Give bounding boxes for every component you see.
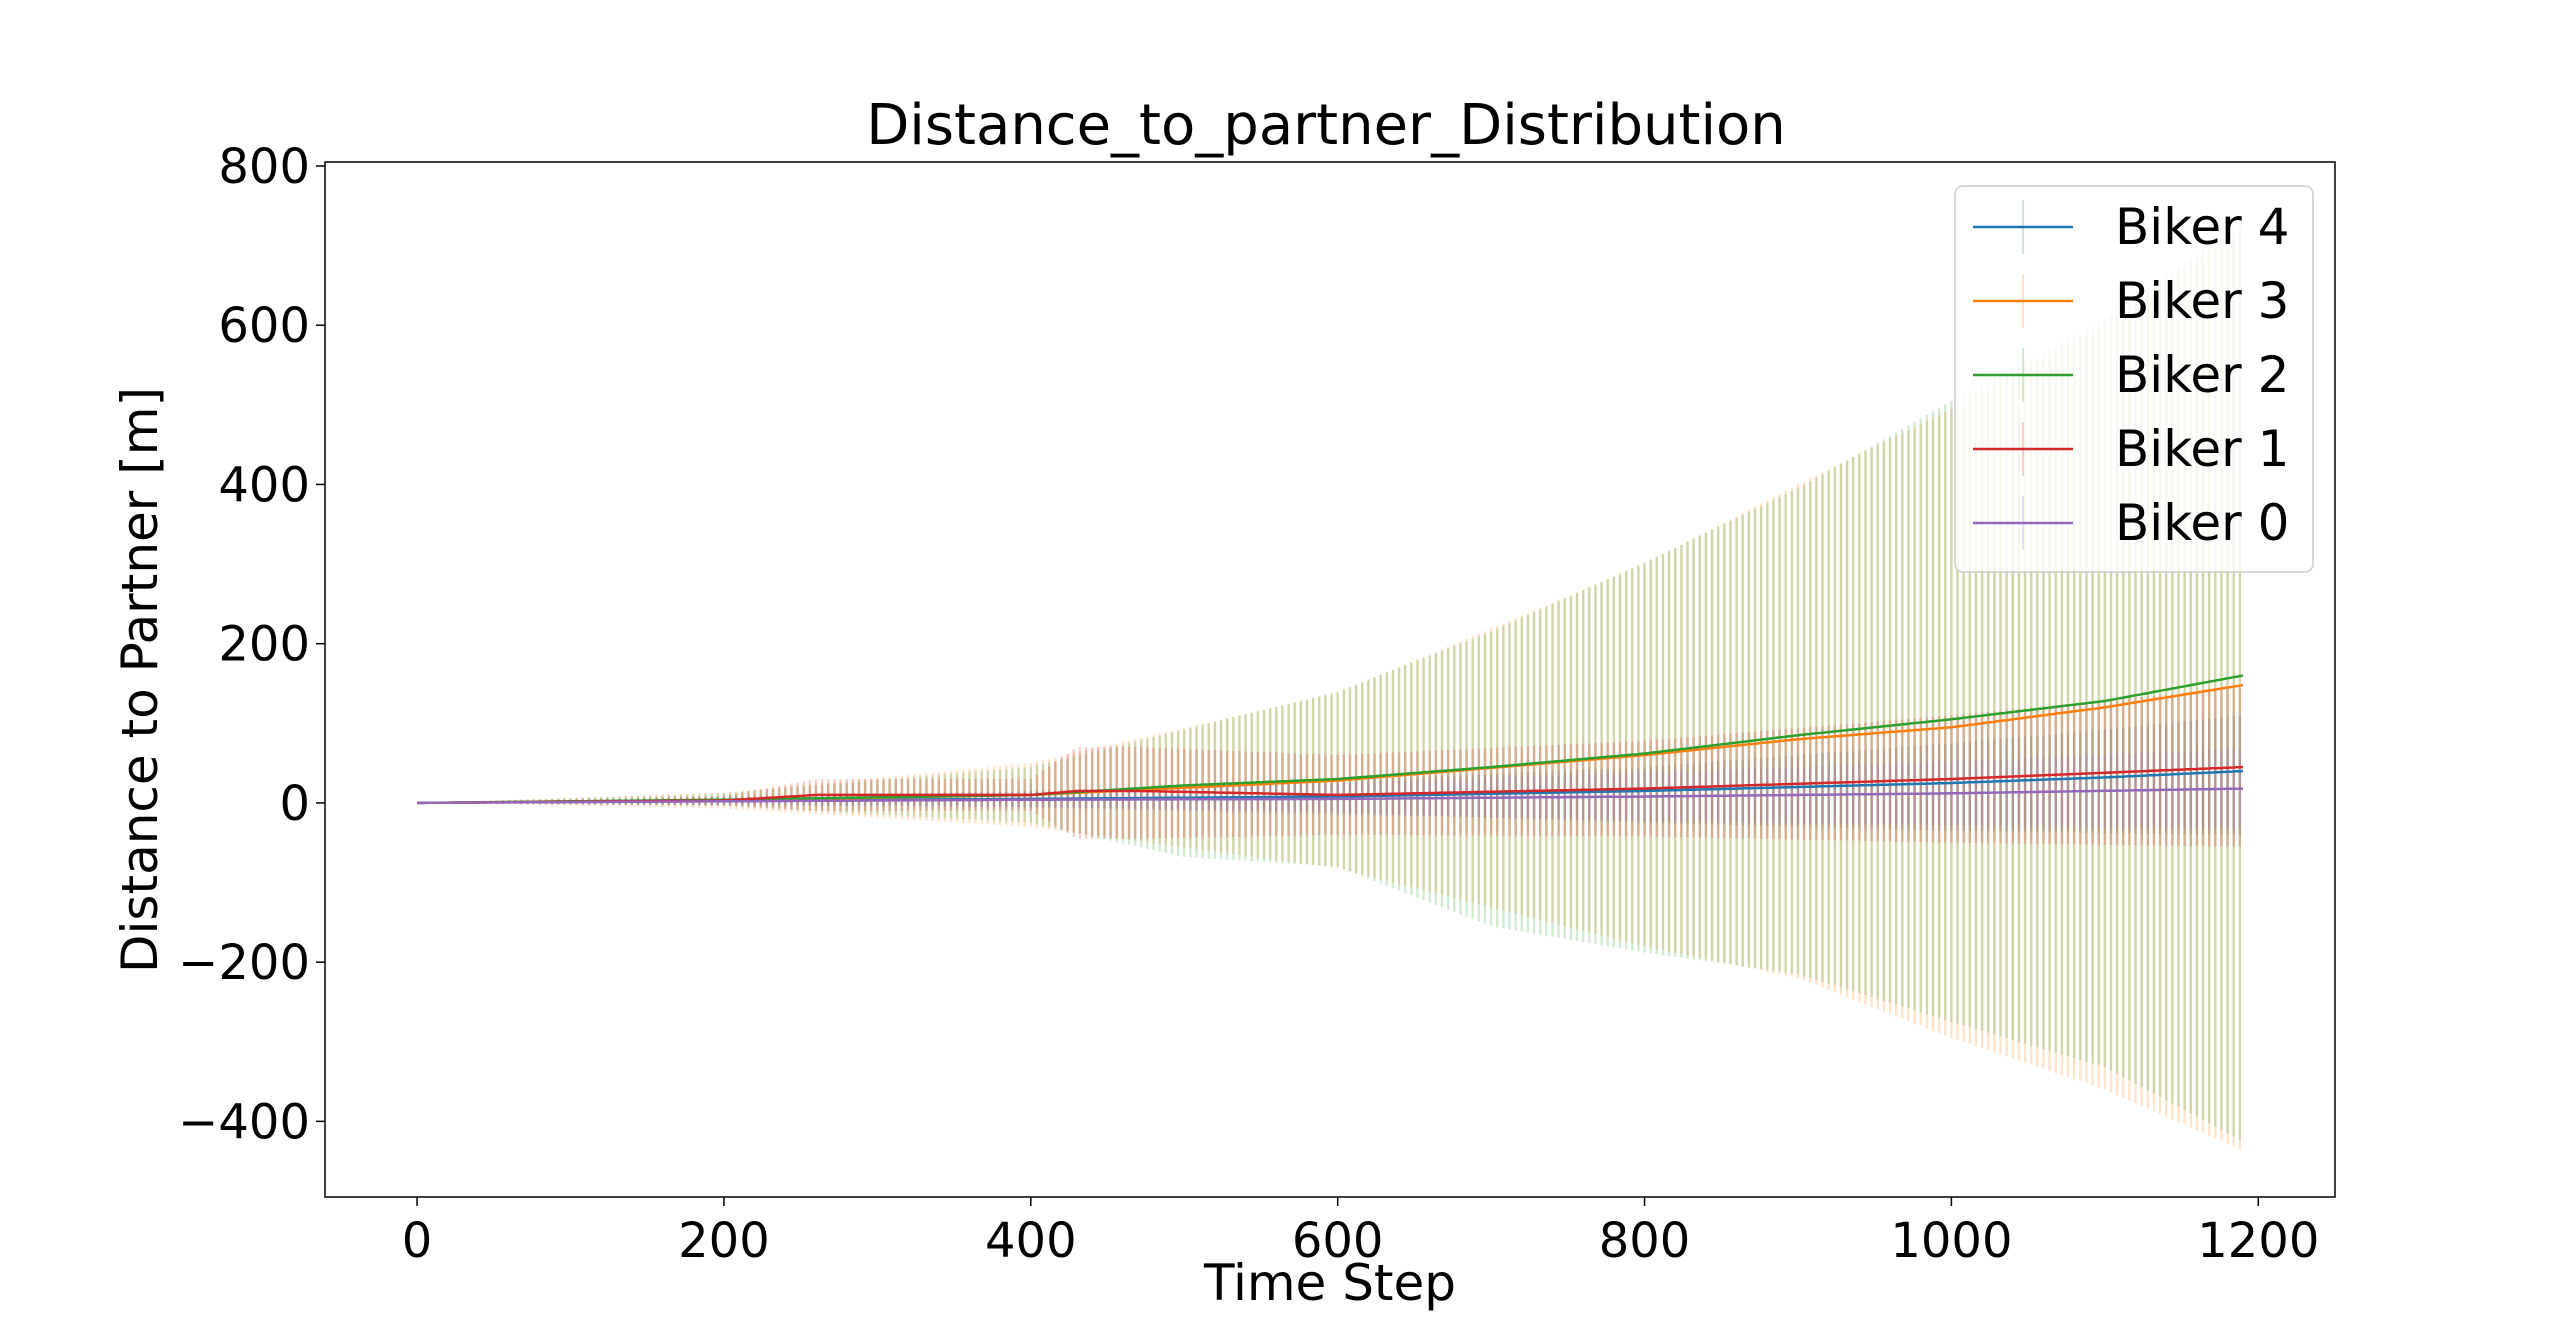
x-tick-label: 600 — [1292, 1213, 1384, 1269]
y-axis-label: Distance to Partner [m] — [111, 387, 169, 973]
y-tick-label: 600 — [218, 298, 310, 354]
x-tick-label: 0 — [402, 1213, 433, 1269]
legend-label: Biker 0 — [2115, 494, 2289, 552]
series-lines — [417, 674, 2244, 805]
x-tick-label: 200 — [678, 1213, 770, 1269]
legend-item: Biker 1 — [1973, 420, 2289, 478]
y-tick-label: 800 — [218, 139, 310, 195]
x-axis-label: Time Step — [1203, 1254, 1456, 1312]
y-tick-label: 400 — [218, 457, 310, 513]
legend-label: Biker 3 — [2115, 272, 2289, 330]
plot-frame — [324, 161, 2336, 1198]
x-tick-label: 1000 — [1890, 1213, 2012, 1269]
legend-item: Biker 4 — [1973, 198, 2289, 256]
y-tick-label: −400 — [178, 1094, 310, 1150]
plot-content — [417, 223, 2244, 1150]
x-tick-label: 800 — [1599, 1213, 1691, 1269]
legend-item: Biker 2 — [1973, 346, 2289, 404]
legend-item: Biker 3 — [1973, 272, 2289, 330]
y-axis: −400 −200 0 200 400 600 800 — [178, 139, 325, 1150]
series-line-biker-0 — [417, 787, 2243, 805]
legend-label: Biker 4 — [2115, 198, 2289, 256]
y-tick-label: 200 — [218, 617, 310, 673]
legend-box — [1954, 185, 2314, 573]
x-axis: 0 200 400 600 800 1000 1200 — [402, 1197, 2319, 1269]
chart-title: Distance_to_partner_Distribution — [866, 93, 1786, 158]
legend: Biker 4 Biker 3 Biker 2 Biker 1 Biker 0 — [1954, 185, 2314, 573]
y-tick-label: −200 — [178, 935, 310, 991]
legend-item: Biker 0 — [1973, 494, 2289, 552]
legend-label: Biker 2 — [2115, 346, 2289, 404]
x-tick-label: 1200 — [2197, 1213, 2319, 1269]
legend-label: Biker 1 — [2115, 420, 2289, 478]
y-tick-label: 0 — [279, 776, 310, 832]
x-tick-label: 400 — [985, 1213, 1077, 1269]
